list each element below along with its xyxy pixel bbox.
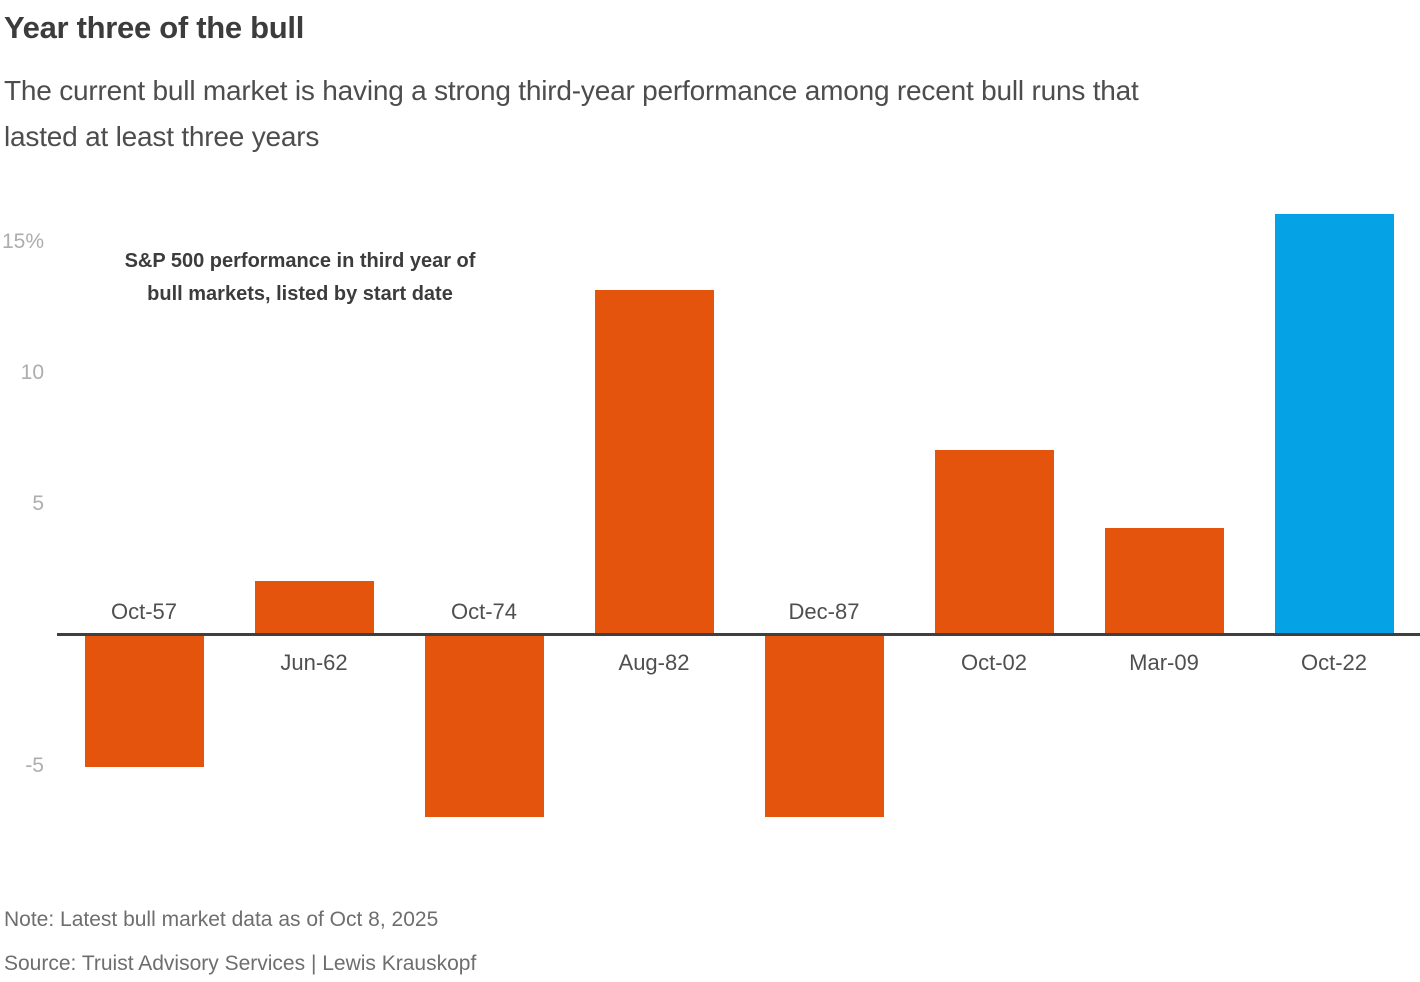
y-tick-label: -5	[25, 753, 44, 777]
bar-Dec-87	[764, 636, 884, 817]
x-label-Aug-82: Aug-82	[618, 650, 690, 675]
bar-Oct-02	[934, 449, 1054, 633]
source-text: Source: Truist Advisory Services | Lewis…	[4, 952, 477, 975]
bar-Oct-57	[84, 636, 204, 767]
bar-Mar-09	[1104, 528, 1224, 633]
bar-Jun-62	[254, 580, 374, 633]
bar-Oct-74	[424, 636, 544, 817]
x-label-Oct-02: Oct-02	[960, 650, 1028, 675]
x-label-Oct-22: Oct-22	[1300, 650, 1368, 675]
x-label-Oct-74: Oct-74	[450, 599, 518, 624]
x-label-Oct-57: Oct-57	[110, 599, 178, 624]
y-tick-label: 10	[20, 360, 44, 384]
page-subtitle: The current bull market is having a stro…	[4, 68, 1139, 160]
x-axis-line	[57, 633, 1420, 636]
page-title: Year three of the bull	[4, 10, 305, 45]
note-text: Note: Latest bull market data as of Oct …	[4, 908, 439, 931]
chart-annotation: S&P 500 performance in third year of bul…	[80, 245, 520, 311]
page-subtitle-line2: lasted at least three years	[4, 121, 320, 152]
bar-Oct-22	[1274, 213, 1394, 633]
chart-annotation-line1: S&P 500 performance in third year of	[124, 250, 476, 272]
x-label-Dec-87: Dec-87	[788, 599, 860, 624]
x-label-Jun-62: Jun-62	[280, 650, 348, 675]
bar-Aug-82	[594, 289, 714, 633]
y-tick-label: 15%	[1, 229, 44, 253]
y-tick-label: 5	[32, 491, 44, 515]
page-subtitle-line1: The current bull market is having a stro…	[4, 75, 1139, 106]
x-label-Mar-09: Mar-09	[1129, 650, 1199, 675]
chart-annotation-line2: bull markets, listed by start date	[147, 283, 453, 305]
